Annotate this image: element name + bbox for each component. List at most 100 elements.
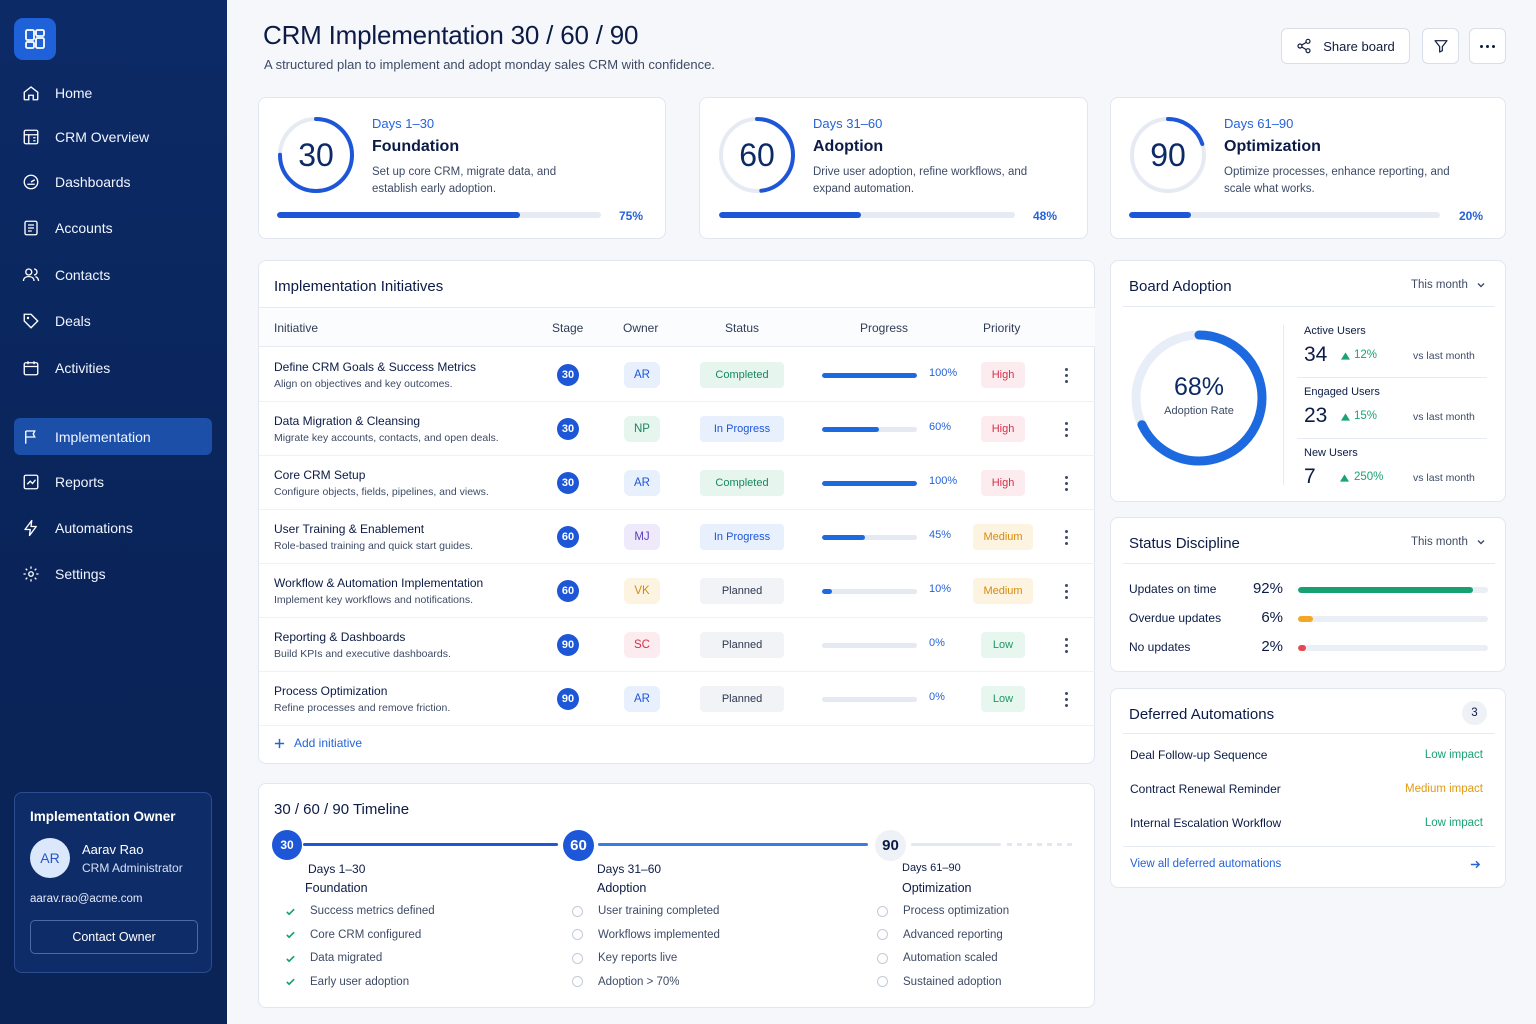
- checklist-label: Process optimization: [903, 905, 1010, 917]
- sidebar-item-deals[interactable]: Deals: [14, 302, 212, 339]
- status-badge[interactable]: Planned: [700, 686, 784, 712]
- owner-chip[interactable]: AR: [624, 362, 660, 388]
- sidebar-item-contacts[interactable]: Contacts: [14, 256, 212, 293]
- table-row[interactable]: User Training & Enablement Role-based tra…: [259, 510, 1095, 564]
- timeline-segment: [303, 843, 558, 846]
- owner-chip[interactable]: AR: [624, 470, 660, 496]
- status-badge[interactable]: Planned: [700, 578, 784, 604]
- sidebar-item-settings[interactable]: Settings: [14, 555, 212, 592]
- owner-chip[interactable]: SC: [624, 632, 660, 658]
- stage-badge: 30: [557, 418, 579, 440]
- avatar: AR: [30, 838, 70, 878]
- sidebar-item-implementation[interactable]: Implementation: [14, 418, 212, 455]
- status-badge[interactable]: Completed: [700, 362, 784, 388]
- timeline-card: 30 / 60 / 90 Timeline 30 60 90 Days 1–30…: [258, 783, 1095, 1008]
- owner-chip[interactable]: AR: [624, 686, 660, 712]
- adoption-period-dropdown[interactable]: This month: [1411, 279, 1486, 291]
- sidebar-item-home[interactable]: Home: [14, 74, 212, 111]
- timeline-checklist-item: Workflows implemented: [572, 929, 720, 941]
- view-all-deferred-link[interactable]: View all deferred automations: [1130, 858, 1282, 870]
- priority-badge[interactable]: Low: [981, 686, 1025, 712]
- more-options-button[interactable]: [1469, 28, 1506, 64]
- column-header-stage[interactable]: Stage: [552, 321, 584, 335]
- sidebar-item-crm-overview[interactable]: CRM Overview: [14, 118, 212, 155]
- share-board-button[interactable]: Share board: [1281, 28, 1410, 64]
- priority-badge[interactable]: High: [981, 362, 1025, 388]
- column-header-owner[interactable]: Owner: [623, 321, 659, 335]
- table-row[interactable]: Core CRM Setup Configure objects, fields,…: [259, 456, 1095, 510]
- checklist-label: Early user adoption: [310, 975, 410, 988]
- discipline-period-dropdown[interactable]: This month: [1411, 536, 1486, 548]
- discipline-label: Overdue updates: [1129, 611, 1222, 625]
- phase-card-foundation: 30 Days 1–30 Foundation Set up core CRM,…: [258, 97, 666, 239]
- owner-chip[interactable]: VK: [624, 578, 660, 604]
- row-menu-icon[interactable]: [1059, 578, 1073, 604]
- discipline-label: No updates: [1129, 640, 1191, 654]
- sidebar-item-automations[interactable]: Automations: [14, 509, 212, 546]
- priority-badge[interactable]: Low: [981, 632, 1025, 658]
- trend-up-icon: [1341, 352, 1350, 360]
- timeline-checklist-item: Early user adoption: [284, 976, 409, 988]
- app-logo[interactable]: [14, 18, 56, 60]
- priority-badge[interactable]: Medium: [973, 578, 1033, 604]
- sidebar-item-dashboards[interactable]: Dashboards: [14, 163, 212, 200]
- status-badge[interactable]: In Progress: [700, 524, 784, 550]
- checklist-label: Core CRM configured: [310, 928, 422, 941]
- owner-role: CRM Administrator: [82, 860, 183, 875]
- arrow-right-icon[interactable]: [1469, 858, 1482, 871]
- deferred-automation-name[interactable]: Deal Follow-up Sequence: [1130, 748, 1268, 762]
- table-row[interactable]: Define CRM Goals & Success Metrics Align …: [259, 348, 1095, 402]
- owner-chip[interactable]: MJ: [624, 524, 660, 550]
- priority-badge[interactable]: High: [981, 470, 1025, 496]
- sidebar-item-label: Activities: [55, 359, 111, 376]
- status-badge[interactable]: Completed: [700, 470, 784, 496]
- row-menu-icon[interactable]: [1059, 470, 1073, 496]
- column-header-progress[interactable]: Progress: [860, 321, 909, 335]
- plus-icon: [274, 738, 285, 749]
- deferred-automation-name[interactable]: Contract Renewal Reminder: [1130, 782, 1281, 796]
- table-row[interactable]: Data Migration & Cleansing Migrate key ac…: [259, 402, 1095, 456]
- deferred-automation-name[interactable]: Internal Escalation Workflow: [1130, 816, 1282, 830]
- filter-button[interactable]: [1422, 28, 1459, 64]
- contact-owner-button[interactable]: Contact Owner: [30, 920, 198, 954]
- sidebar-item-activities[interactable]: Activities: [14, 349, 212, 386]
- priority-badge[interactable]: Medium: [973, 524, 1033, 550]
- phase-number: 60: [739, 136, 775, 173]
- row-menu-icon[interactable]: [1059, 524, 1073, 550]
- sidebar-item-accounts[interactable]: Accounts: [14, 209, 212, 246]
- timeline-marker-90: 90: [875, 830, 906, 861]
- row-menu-icon[interactable]: [1059, 416, 1073, 442]
- sidebar-item-label: Deals: [55, 312, 91, 329]
- divider: [1123, 563, 1495, 564]
- table-row[interactable]: Workflow & Automation Implementation Impl…: [259, 564, 1095, 618]
- table-row[interactable]: Process Optimization Refine processes and…: [259, 672, 1095, 726]
- row-menu-icon[interactable]: [1059, 362, 1073, 388]
- row-menu-icon[interactable]: [1059, 686, 1073, 712]
- column-header-status[interactable]: Status: [725, 321, 760, 335]
- stage-badge: 90: [557, 634, 579, 656]
- table-row[interactable]: Reporting & Dashboards Build KPIs and exe…: [259, 618, 1095, 672]
- progress-bar: [822, 535, 917, 540]
- add-initiative-button[interactable]: Add initiative: [274, 736, 362, 750]
- initiative-description: Migrate key accounts, contacts, and open…: [274, 432, 499, 444]
- metric-delta: 12%: [1354, 349, 1378, 361]
- flag-icon: [20, 426, 42, 448]
- deferred-automations-title: Deferred Automations: [1129, 706, 1275, 723]
- row-menu-icon[interactable]: [1059, 632, 1073, 658]
- initiatives-table-card: Implementation Initiatives Initiative St…: [258, 260, 1095, 764]
- metric-delta: 15%: [1354, 410, 1378, 422]
- check-icon: [284, 976, 296, 988]
- initiative-name: Workflow & Automation Implementation: [274, 576, 484, 590]
- column-header-priority[interactable]: Priority: [983, 321, 1021, 335]
- period-label: This month: [1411, 279, 1468, 291]
- column-header-initiative[interactable]: Initiative: [274, 321, 319, 335]
- divider: [1297, 377, 1487, 378]
- status-badge[interactable]: Planned: [700, 632, 784, 658]
- priority-badge[interactable]: High: [981, 416, 1025, 442]
- owner-chip[interactable]: NP: [624, 416, 660, 442]
- initiative-description: Implement key workflows and notification…: [274, 594, 474, 606]
- metric-label: New Users: [1304, 447, 1358, 459]
- status-badge[interactable]: In Progress: [700, 416, 784, 442]
- timeline-dashed-segment: [1007, 843, 1077, 846]
- sidebar-item-reports[interactable]: Reports: [14, 463, 212, 500]
